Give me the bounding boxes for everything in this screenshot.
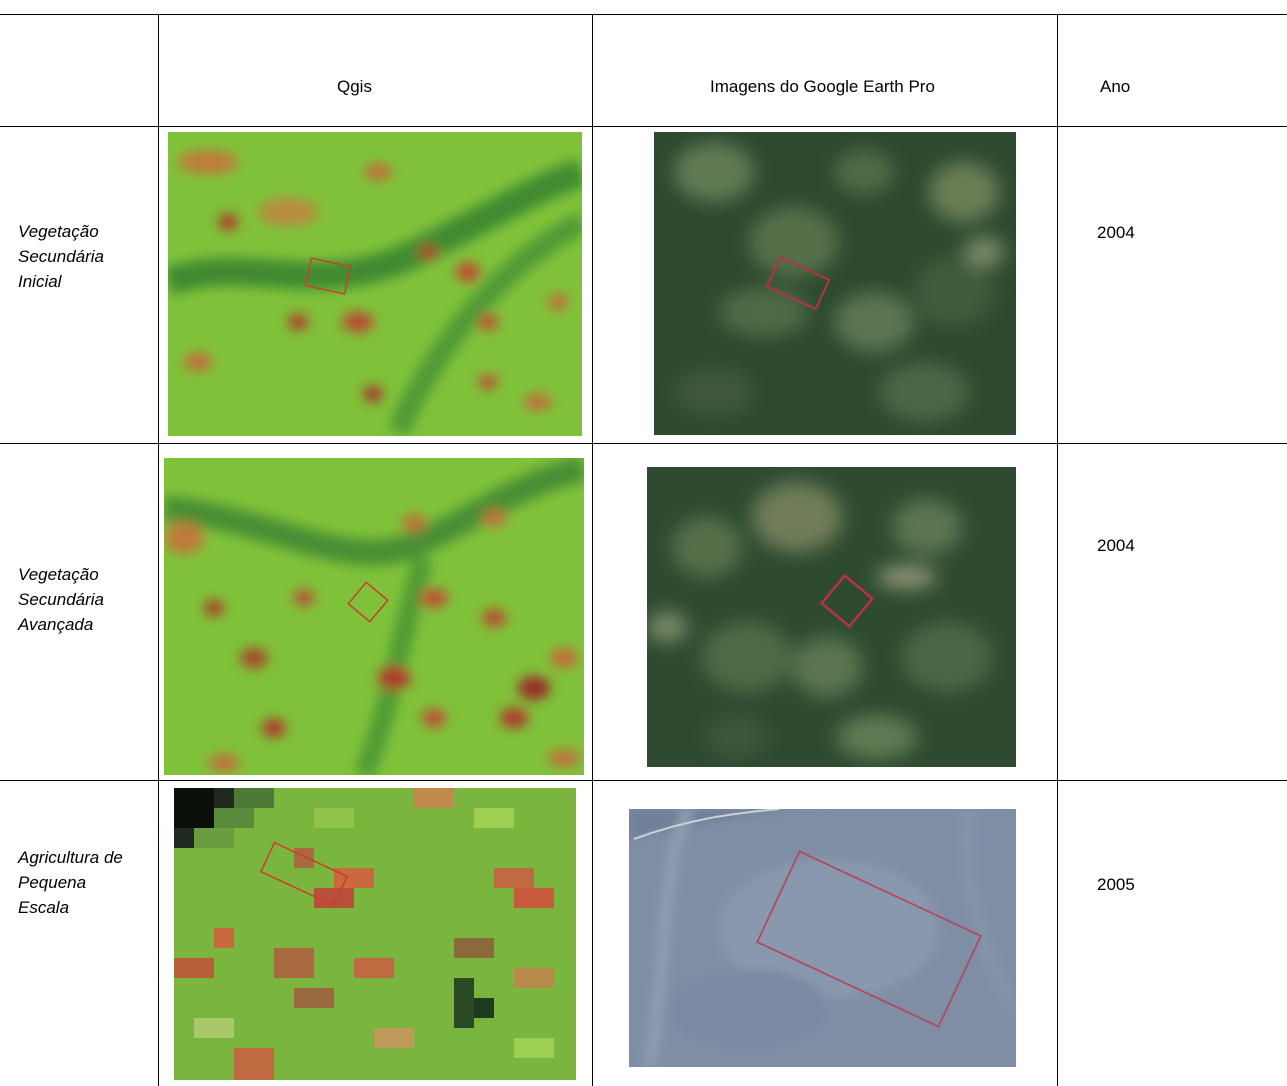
year-value: 2004 bbox=[1097, 223, 1135, 242]
year-value: 2004 bbox=[1097, 536, 1135, 555]
row-separator bbox=[0, 780, 1287, 781]
header-google-earth: Imagens do Google Earth Pro bbox=[710, 77, 935, 96]
google-earth-image bbox=[629, 809, 1016, 1067]
qgis-image bbox=[174, 788, 576, 1080]
qgis-image bbox=[168, 132, 582, 436]
qgis-image bbox=[164, 458, 584, 775]
header-qgis: Qgis bbox=[337, 77, 372, 96]
row-separator bbox=[0, 126, 1287, 127]
column-separator bbox=[592, 14, 593, 1086]
category-line: Vegetação bbox=[18, 222, 99, 241]
column-separator bbox=[158, 14, 159, 1086]
row-separator bbox=[0, 443, 1287, 444]
category-label: Vegetação Secundária Avançada bbox=[18, 562, 158, 637]
category-label: Agricultura de Pequena Escala bbox=[18, 845, 158, 920]
table-top-rule bbox=[0, 14, 1287, 15]
category-label: Vegetação Secundária Inicial bbox=[18, 219, 158, 294]
category-line: Inicial bbox=[18, 272, 62, 291]
category-line: Escala bbox=[18, 898, 70, 917]
category-line: Agricultura de bbox=[18, 848, 123, 867]
header-ano: Ano bbox=[1100, 77, 1131, 96]
category-line: Vegetação bbox=[18, 565, 99, 584]
category-line: Secundária bbox=[18, 590, 105, 609]
google-earth-image bbox=[654, 132, 1016, 435]
category-line: Avançada bbox=[18, 615, 94, 634]
category-line: Secundária bbox=[18, 247, 105, 266]
year-value: 2005 bbox=[1097, 875, 1135, 894]
category-line: Pequena bbox=[18, 873, 87, 892]
column-separator bbox=[1057, 14, 1058, 1086]
google-earth-image bbox=[647, 467, 1016, 767]
